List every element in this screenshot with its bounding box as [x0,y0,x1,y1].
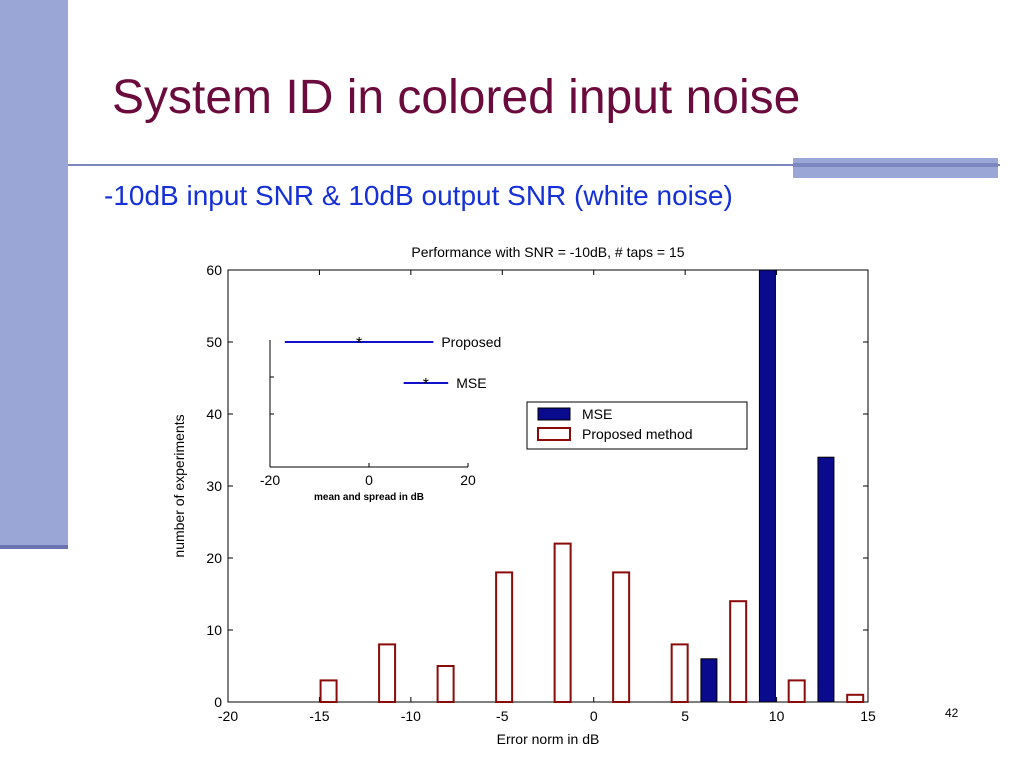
divider-accent-line [793,163,998,167]
legend-label-proposed: Proposed method [582,426,693,442]
y-tick-label: 0 [214,694,222,710]
y-tick-label: 50 [206,334,222,350]
proposed-bar [319,679,338,704]
proposed-bar [436,665,455,703]
x-tick-label: -15 [309,708,329,724]
proposed-bar [729,600,748,704]
histogram-chart: -20 -15 -10 -5 0 5 10 15 0 10 20 30 40 50 60 Performanc… [171,244,876,747]
x-tick-label: 15 [860,708,876,724]
proposed-bar [612,571,631,704]
chart-title: Performance with SNR = -10dB, # taps = 1… [411,244,684,260]
title-divider [68,164,1000,166]
x-tick-label: 0 [590,708,598,724]
proposed-bar [553,542,572,703]
mse-bar [700,658,718,703]
y-tick-label: 60 [206,262,222,278]
inset-x-tick-label: 20 [460,472,476,488]
x-tick-label: -5 [496,708,509,724]
slide-number: 42 [945,706,959,720]
proposed-bar [378,643,397,704]
y-tick-label: 40 [206,406,222,422]
mse-bar [817,456,835,703]
inset-errorbar-chart: -20 0 20 mean and spread in dB * Proposed * MSE [260,332,522,504]
x-tick-label: 10 [769,708,785,724]
proposed-bar [846,693,865,703]
y-tick-label: 30 [206,478,222,494]
x-tick-label: -10 [401,708,421,724]
x-tick-label: -20 [218,708,238,724]
inset-background [262,332,522,504]
inset-series-label: MSE [456,375,486,391]
y-tick-label: 10 [206,622,222,638]
slide-title: System ID in colored input noise [112,71,801,124]
accent-sidebar-edge [0,545,68,549]
slide-subtitle: -10dB input SNR & 10dB output SNR (white… [104,180,733,211]
y-tick-label: 20 [206,550,222,566]
proposed-bar [670,643,689,704]
inset-x-tick-label: 0 [365,472,373,488]
chart-legend: MSE Proposed method [526,401,748,450]
inset-x-tick-label: -20 [260,472,280,488]
legend-swatch-proposed [537,427,571,441]
proposed-bar [495,571,514,704]
x-axis-label: Error norm in dB [497,731,600,747]
legend-swatch-mse [537,407,571,421]
mse-bar [758,269,776,703]
proposed-bar [787,679,806,704]
inset-mean-marker: * [423,376,429,393]
inset-mean-marker: * [356,335,362,352]
x-tick-label: 5 [681,708,689,724]
legend-label-mse: MSE [582,406,612,422]
y-axis-label: number of experiments [171,414,187,557]
inset-x-axis-label: mean and spread in dB [314,492,424,503]
accent-sidebar [0,0,68,545]
inset-series-label: Proposed [441,334,501,350]
